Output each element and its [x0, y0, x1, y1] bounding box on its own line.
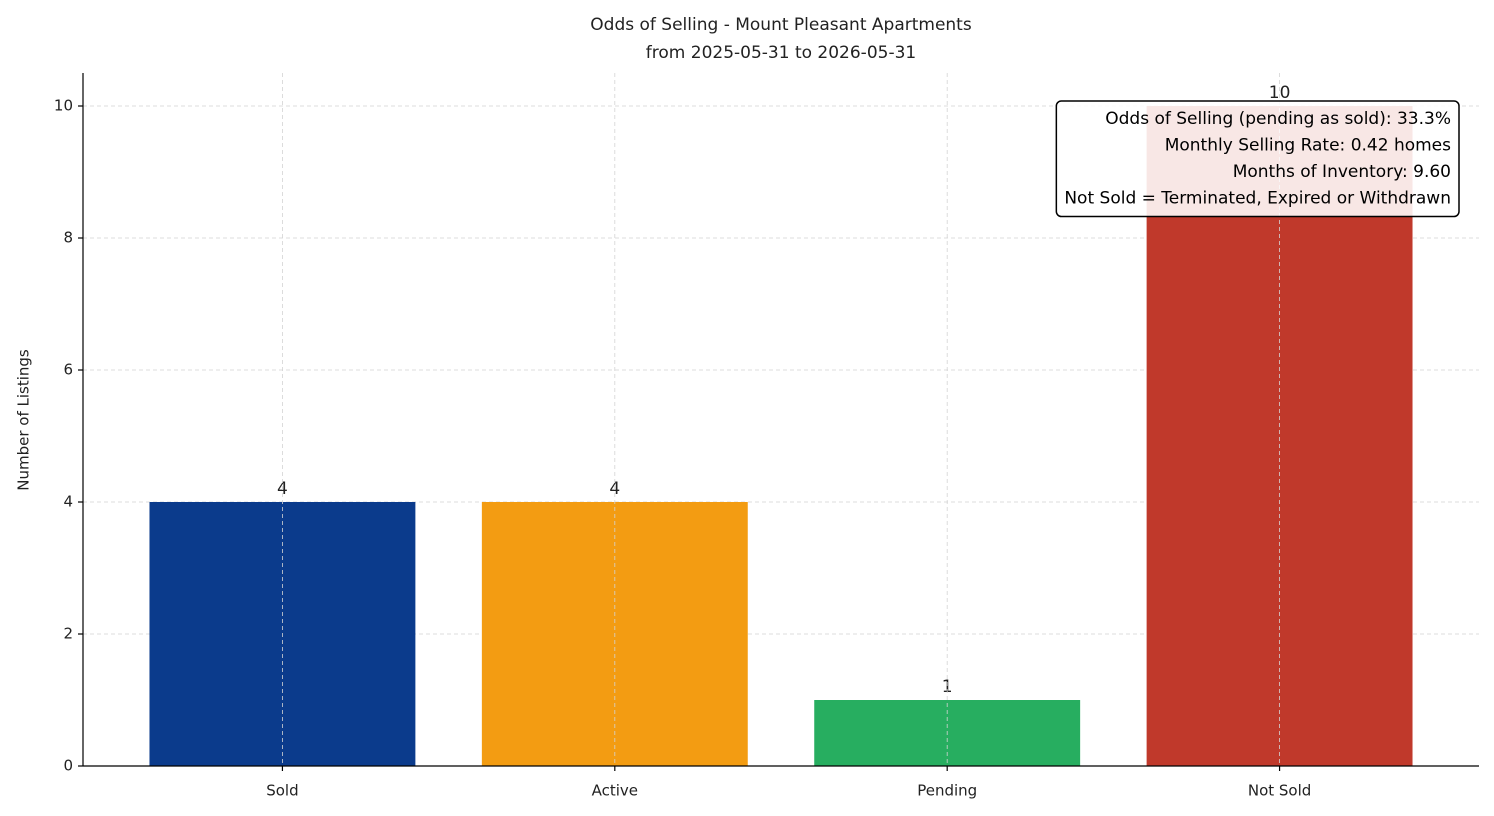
value-label: 10	[1269, 83, 1291, 103]
annotation-line: Odds of Selling (pending as sold): 33.3%	[1105, 109, 1451, 129]
y-tick-label: 2	[63, 625, 73, 643]
chart-subtitle: from 2025-05-31 to 2026-05-31	[646, 43, 916, 63]
annotation-line: Months of Inventory: 9.60	[1233, 162, 1451, 182]
y-axis-label: Number of Listings	[15, 349, 33, 491]
chart-title: Odds of Selling - Mount Pleasant Apartme…	[590, 15, 972, 35]
y-tick-label: 4	[63, 493, 73, 511]
y-tick-label: 8	[63, 229, 73, 247]
x-tick-label: Sold	[266, 782, 298, 800]
y-tick-label: 6	[63, 361, 73, 379]
x-tick-label: Active	[592, 782, 638, 800]
y-tick-label: 10	[54, 97, 73, 115]
annotation-box	[1055, 100, 1460, 218]
annotation-line: Not Sold = Terminated, Expired or Withdr…	[1064, 189, 1451, 209]
x-tick-label: Not Sold	[1248, 782, 1311, 800]
x-tick-label: Pending	[917, 782, 977, 800]
y-tick-label: 0	[63, 757, 73, 775]
value-label: 1	[942, 677, 953, 697]
annotation-line: Monthly Selling Rate: 0.42 homes	[1165, 136, 1451, 156]
